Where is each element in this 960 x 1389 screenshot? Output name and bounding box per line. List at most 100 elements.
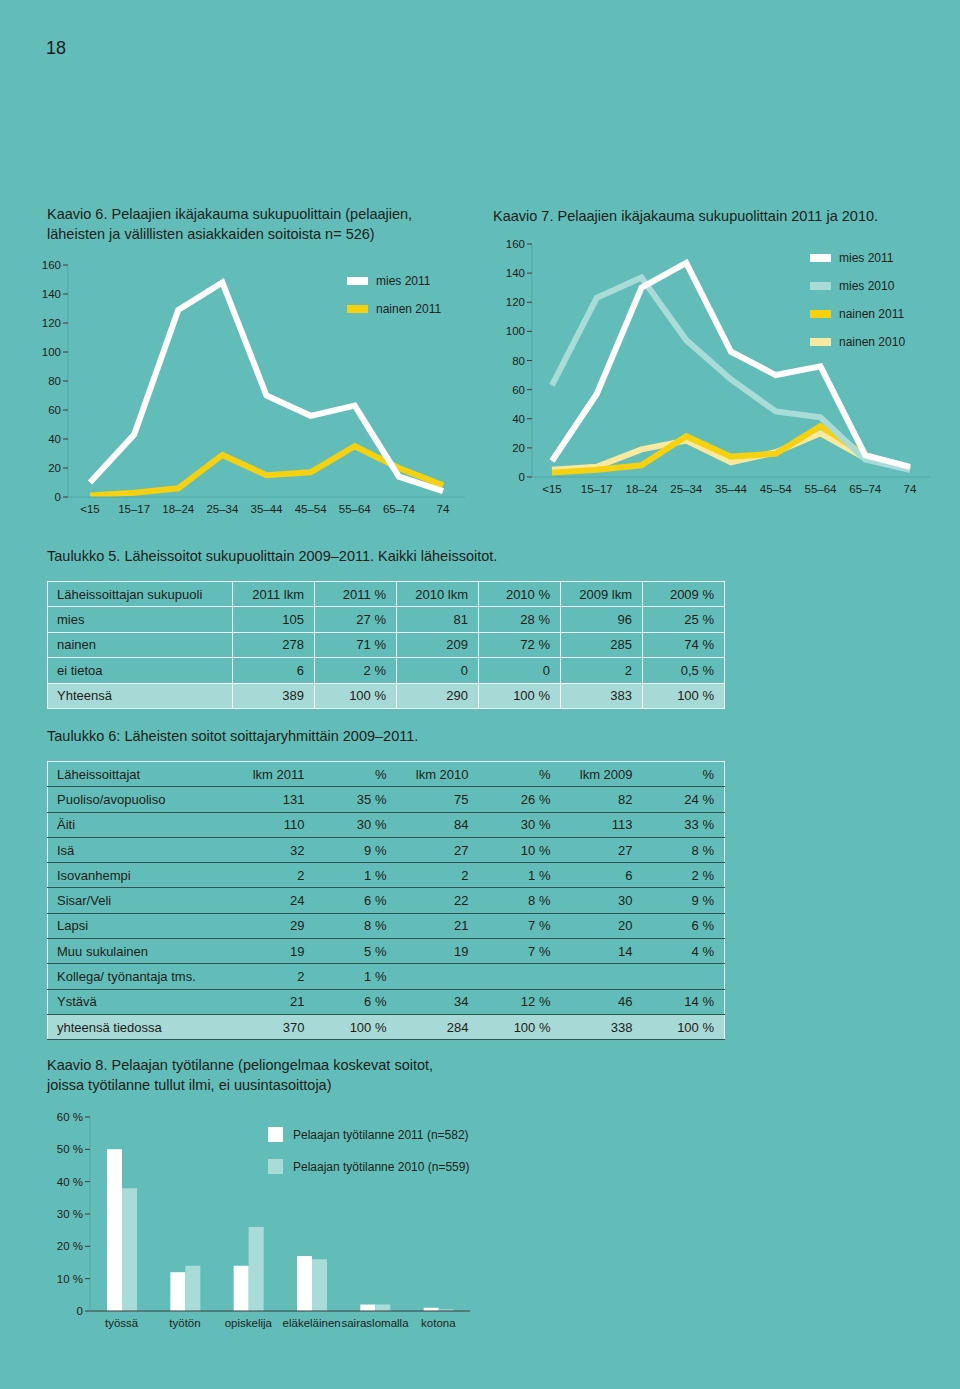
svg-text:15–17: 15–17 <box>118 503 150 515</box>
svg-text:45–54: 45–54 <box>760 483 793 495</box>
html-text:Läheissoittajat: Läheissoittajat <box>57 766 141 782</box>
html-text:Yhteensä: Yhteensä <box>57 688 112 704</box>
svg-text:74: 74 <box>437 503 450 515</box>
html-text:2 %: 2 % <box>363 662 386 678</box>
svg-text:160: 160 <box>42 259 61 271</box>
svg-text:<15: <15 <box>80 503 100 515</box>
svg-text:eläkeläinen: eläkeläinen <box>283 1317 341 1329</box>
svg-text:10 %: 10 % <box>57 1273 83 1285</box>
html-text:285: 285 <box>610 637 632 653</box>
html-text:Kaavio 8. Pelaajan työtilanne: Kaavio 8. Pelaajan työtilanne (peliongel… <box>47 1057 434 1093</box>
svg-text:60: 60 <box>512 384 525 396</box>
svg-text:100: 100 <box>42 346 61 358</box>
svg-text:opiskelija: opiskelija <box>225 1317 273 1329</box>
svg-text:65–74: 65–74 <box>849 483 882 495</box>
html-text:26 %: 26 % <box>520 791 551 807</box>
html-text:28 %: 28 % <box>520 612 550 628</box>
svg-text:74: 74 <box>904 483 917 495</box>
html-text:30 %: 30 % <box>356 817 387 833</box>
svg-text:kotona: kotona <box>421 1317 456 1329</box>
html-text:2011 lkm: 2011 lkm <box>252 586 304 602</box>
html-text:74 %: 74 % <box>684 637 714 653</box>
svg-text:<15: <15 <box>542 483 562 495</box>
svg-text:65–74: 65–74 <box>383 503 416 515</box>
html-text:30 %: 30 % <box>520 817 551 833</box>
html-text:ei tietoa: ei tietoa <box>57 662 103 678</box>
html-text:18: 18 <box>46 38 66 58</box>
html-text:lkm 2010: lkm 2010 <box>415 766 469 782</box>
html-text:2010 lkm: 2010 lkm <box>415 586 468 602</box>
svg-text:140: 140 <box>506 267 525 279</box>
html-text:lkm 2009: lkm 2009 <box>579 766 633 782</box>
html-text:278: 278 <box>282 637 304 653</box>
html-text:27 %: 27 % <box>356 612 386 628</box>
html-text:mies: mies <box>57 612 85 628</box>
html-text:209: 209 <box>446 637 468 653</box>
svg-text:20: 20 <box>48 462 61 474</box>
html-text:Kaavio 6. Pelaajien ikäjakauma: Kaavio 6. Pelaajien ikäjakauma sukupuoli… <box>47 206 413 242</box>
svg-text:100: 100 <box>506 325 525 337</box>
svg-text:työssä: työssä <box>105 1317 139 1329</box>
html-text:100 %: 100 % <box>349 688 386 704</box>
svg-text:20 %: 20 % <box>57 1240 83 1252</box>
svg-text:60 %: 60 % <box>57 1111 83 1123</box>
svg-text:60: 60 <box>48 404 61 416</box>
svg-text:55–64: 55–64 <box>805 483 838 495</box>
html-text:Isä: Isä <box>57 842 75 858</box>
html-text:131: 131 <box>282 791 305 807</box>
html-text:100 %: 100 % <box>513 688 550 704</box>
svg-text:50 %: 50 % <box>57 1143 83 1155</box>
html-text:Taulukko 5. Läheissoitot sukup: Taulukko 5. Läheissoitot sukupuolittain … <box>47 548 498 564</box>
svg-text:40: 40 <box>512 413 525 425</box>
html-text:Taulukko 6: Läheisten soitot s: Taulukko 6: Läheisten soitot soittajaryh… <box>47 728 419 744</box>
svg-text:35–44: 35–44 <box>715 483 748 495</box>
svg-text:80: 80 <box>512 355 525 367</box>
svg-text:40 %: 40 % <box>57 1176 83 1188</box>
svg-text:sairaslomalla: sairaslomalla <box>341 1317 409 1329</box>
svg-text:15–17: 15–17 <box>581 483 613 495</box>
svg-text:35–44: 35–44 <box>251 503 284 515</box>
html-text:lkm 2011: lkm 2011 <box>252 766 305 782</box>
svg-text:0: 0 <box>519 471 525 483</box>
html-text:Äiti: Äiti <box>57 817 76 833</box>
html-text:nainen: nainen <box>57 637 96 653</box>
svg-text:0: 0 <box>55 491 61 503</box>
svg-text:40: 40 <box>48 433 61 445</box>
svg-text:160: 160 <box>506 238 525 250</box>
svg-text:18–24: 18–24 <box>626 483 659 495</box>
html-text:Puoliso/avopuoliso: Puoliso/avopuoliso <box>57 791 166 807</box>
html-text:389: 389 <box>282 688 304 704</box>
html-text:Kaavio 7. Pelaajien ikäjakauma: Kaavio 7. Pelaajien ikäjakauma sukupuoli… <box>493 208 879 224</box>
svg-text:45–54: 45–54 <box>295 503 328 515</box>
html-text:105: 105 <box>282 612 304 628</box>
html-text:Läheissoittajan sukupuoli: Läheissoittajan sukupuoli <box>57 586 203 602</box>
svg-text:25–34: 25–34 <box>206 503 239 515</box>
svg-text:0: 0 <box>77 1305 83 1317</box>
html-text:383: 383 <box>610 688 632 704</box>
html-text:33 %: 33 % <box>684 817 714 833</box>
svg-text:140: 140 <box>42 288 61 300</box>
html-text:2010 %: 2010 % <box>505 586 550 602</box>
html-text:2009 lkm: 2009 lkm <box>579 586 632 602</box>
html-text:2009 %: 2009 % <box>669 586 714 602</box>
svg-text:18–24: 18–24 <box>162 503 195 515</box>
html-text:72 %: 72 % <box>520 637 550 653</box>
html-text:71 %: 71 % <box>356 637 386 653</box>
svg-text:30 %: 30 % <box>57 1208 83 1220</box>
svg-text:120: 120 <box>506 296 525 308</box>
svg-text:25–34: 25–34 <box>670 483 703 495</box>
html-text:24 %: 24 % <box>684 791 714 807</box>
html-text:290: 290 <box>446 688 468 704</box>
html-text:25 %: 25 % <box>684 612 714 628</box>
html-text:35 %: 35 % <box>356 791 387 807</box>
html-text:0,5 %: 0,5 % <box>680 662 714 678</box>
html-text:113: 113 <box>611 817 633 833</box>
svg-text:55–64: 55–64 <box>339 503 372 515</box>
html-text:100 %: 100 % <box>677 688 714 704</box>
svg-text:80: 80 <box>48 375 61 387</box>
html-text:110: 110 <box>283 817 305 833</box>
svg-text:120: 120 <box>42 317 61 329</box>
svg-text:20: 20 <box>512 442 525 454</box>
html-text:2011 %: 2011 % <box>342 586 386 602</box>
svg-text:työtön: työtön <box>169 1317 200 1329</box>
